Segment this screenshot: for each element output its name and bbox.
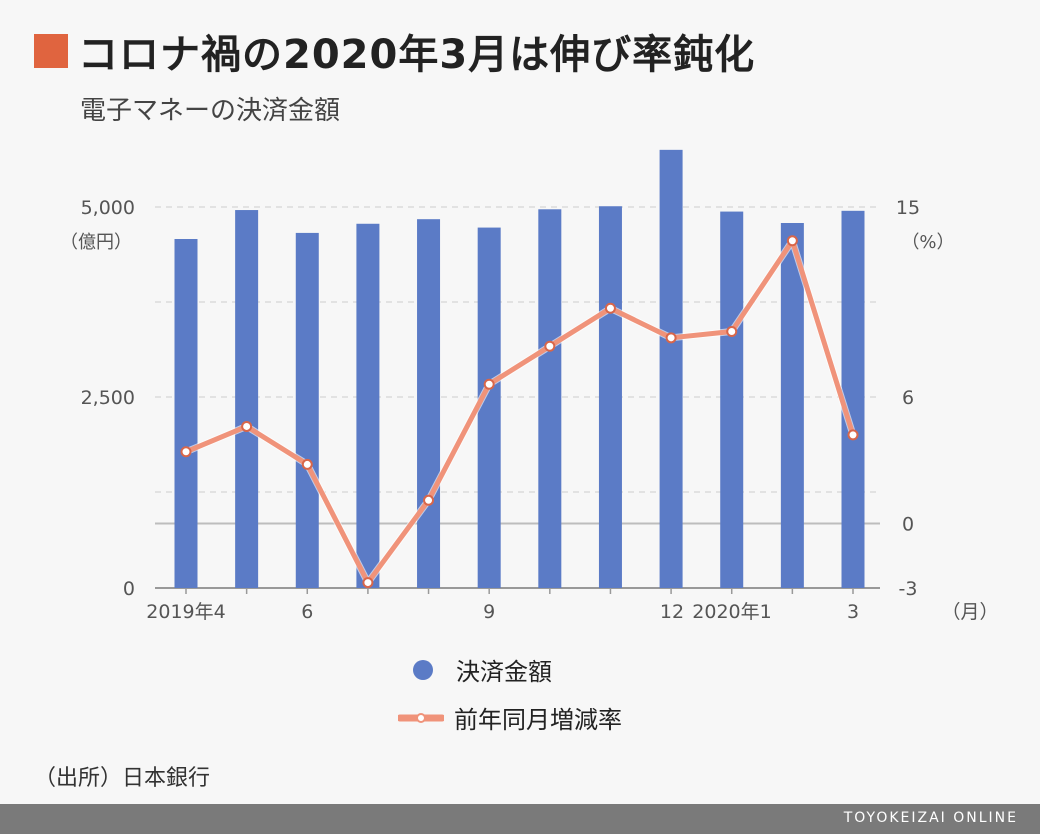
bar — [235, 210, 259, 588]
chart-svg: 0 2,500 5,000 （億円） -3 0 6 15 （%） 2019年4 6 9 12 2020年1… — [60, 149, 999, 623]
y-right-tick-label: 0 — [902, 514, 914, 536]
y-right-tick-label: 15 — [896, 197, 920, 219]
line-point — [786, 235, 798, 247]
line-point — [483, 378, 495, 390]
line-point — [423, 494, 435, 506]
y-left-unit: （億円） — [60, 232, 132, 253]
x-tick-label: 12 — [660, 601, 684, 623]
chart-title: コロナ禍の2020年3月は伸び率鈍化 — [78, 32, 756, 78]
x-tick-label: 6 — [301, 601, 313, 623]
y-left-tick-label: 0 — [123, 578, 135, 600]
title-block: コロナ禍の2020年3月は伸び率鈍化 — [34, 22, 755, 80]
chart-subtitle: 電子マネーの決済金額 — [80, 96, 341, 126]
y-right-unit: （%） — [901, 232, 954, 253]
line-point — [241, 420, 253, 432]
line-point — [544, 340, 556, 352]
bar — [720, 211, 744, 588]
source-note: （出所）日本銀行 — [34, 766, 211, 791]
y-left-tick-label: 2,500 — [81, 387, 135, 409]
x-tick-label: 2019年4 — [146, 601, 225, 623]
bar — [780, 223, 804, 588]
line-point — [180, 446, 192, 458]
legend-bar-swatch — [413, 659, 433, 680]
title-marker — [34, 34, 68, 68]
bar — [841, 210, 865, 588]
y-right-tick-label: -3 — [899, 578, 918, 600]
bar — [477, 227, 501, 588]
bar — [417, 219, 441, 588]
x-tick-label: 9 — [483, 601, 495, 623]
line-shadow — [184, 237, 857, 587]
line-point — [665, 332, 677, 344]
line-point — [726, 325, 738, 337]
legend-line-label: 前年同月増減率 — [454, 706, 622, 734]
line-point — [847, 429, 859, 441]
legend-line-swatch — [398, 712, 444, 723]
footer-bar: TOYOKEIZAI ONLINE — [0, 804, 1040, 834]
bar — [356, 223, 380, 588]
bar — [598, 206, 622, 588]
line-series — [185, 238, 856, 586]
line-point — [301, 458, 313, 470]
line-point — [362, 577, 374, 589]
bar — [295, 232, 319, 588]
y-right-tick-label: 6 — [902, 387, 914, 409]
bar — [174, 239, 198, 588]
bar — [538, 209, 562, 588]
legend-line-item: 前年同月増減率 — [398, 700, 622, 735]
x-tick-label: 2020年1 — [692, 601, 771, 623]
x-tick-label: 3 — [847, 601, 859, 623]
line-point — [604, 302, 616, 314]
legend-bar-item: 決済金額 — [412, 652, 552, 687]
legend-bar-label: 決済金額 — [456, 658, 552, 686]
footer-brand: TOYOKEIZAI ONLINE — [843, 810, 1018, 826]
y-left-tick-label: 5,000 — [81, 197, 135, 219]
bar — [659, 149, 683, 588]
x-unit: （月） — [941, 601, 998, 623]
